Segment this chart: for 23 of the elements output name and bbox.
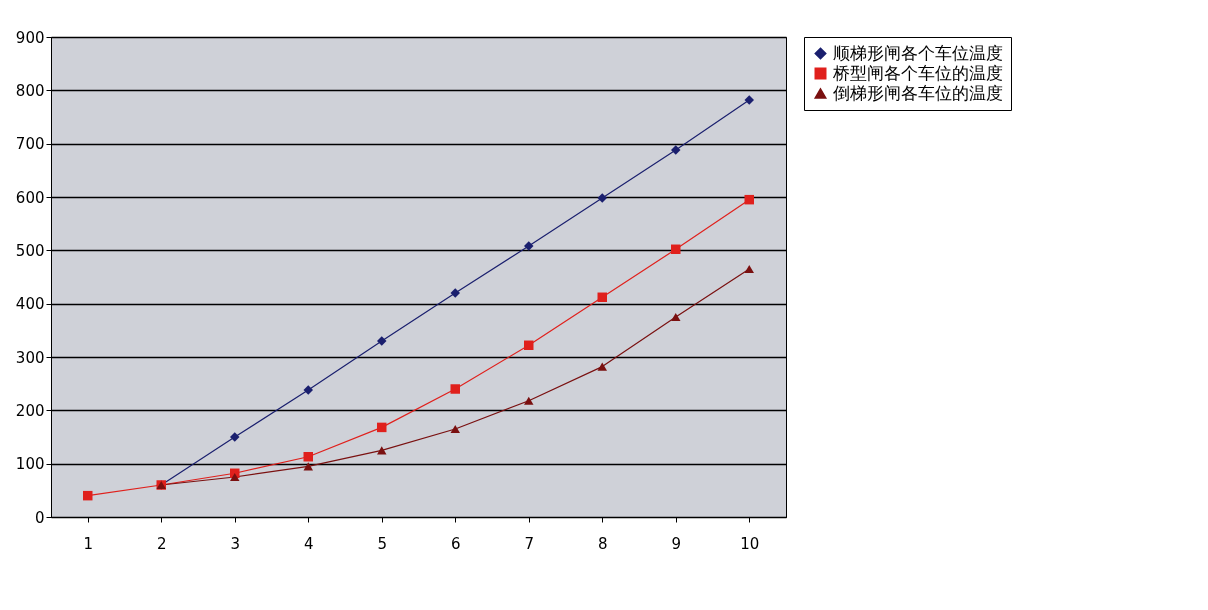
legend-label: 倒梯形闸各车位的温度	[833, 82, 1003, 103]
y-tick-label: 400	[15, 295, 45, 314]
y-tick-label: 300	[15, 348, 45, 367]
x-tick-label: 5	[377, 534, 388, 553]
legend-label: 顺梯形闸各个车位温度	[833, 42, 1003, 63]
x-tick-label: 3	[230, 534, 241, 553]
y-tick-label: 0	[34, 508, 45, 527]
x-tick-label: 1	[83, 534, 94, 553]
x-tick-label: 10	[740, 534, 760, 553]
y-tick-label: 800	[15, 81, 45, 100]
y-tick-label: 100	[15, 455, 45, 474]
legend-label: 桥型闸各个车位的温度	[832, 62, 1003, 83]
x-tick-label: 9	[671, 534, 682, 553]
x-tick-label: 4	[303, 534, 314, 553]
y-tick-label: 200	[15, 401, 45, 420]
y-tick-label: 900	[15, 28, 45, 47]
y-tick-label: 500	[15, 241, 45, 260]
x-tick-label: 7	[524, 534, 535, 553]
x-tick-label: 8	[597, 534, 608, 553]
y-tick-label: 600	[15, 188, 45, 207]
x-tick-label: 2	[156, 534, 167, 553]
y-tick-label: 700	[15, 135, 45, 154]
x-tick-label: 6	[450, 534, 461, 553]
